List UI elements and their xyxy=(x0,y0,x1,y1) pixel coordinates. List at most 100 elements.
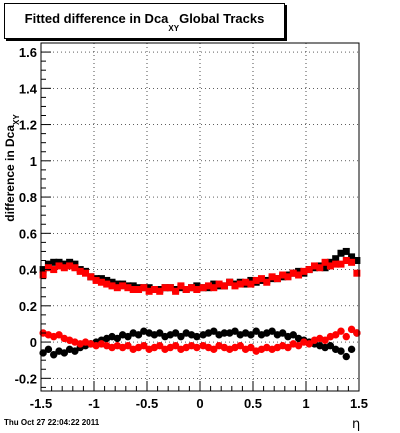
data-point-square xyxy=(295,267,303,275)
y-tick-label: 0.6 xyxy=(19,226,37,241)
data-point-square xyxy=(182,286,190,293)
data-point-square xyxy=(268,273,276,281)
data-point-square xyxy=(332,255,340,263)
x-tick-label: 1.5 xyxy=(350,396,368,411)
data-point-square xyxy=(129,282,137,290)
data-point-square xyxy=(71,260,79,268)
data-point-square xyxy=(337,249,345,257)
data-point-circle xyxy=(347,345,356,354)
data-point-circle xyxy=(236,341,244,350)
data-point-square xyxy=(337,260,345,268)
data-point-circle xyxy=(268,327,276,335)
data-point-square xyxy=(199,284,207,292)
data-point-square xyxy=(161,284,169,292)
data-point-circle xyxy=(342,332,350,341)
data-point-square xyxy=(113,280,121,288)
y-tick-label: 1 xyxy=(30,154,37,169)
x-tick-label: -1.5 xyxy=(30,396,52,411)
data-point-square xyxy=(55,258,63,266)
data-point-square xyxy=(257,275,265,283)
data-point-circle xyxy=(193,343,201,352)
data-point-square xyxy=(247,276,255,284)
data-point-circle xyxy=(71,347,79,355)
data-point-square xyxy=(87,273,95,281)
y-tick-label: 1.4 xyxy=(19,81,38,96)
data-point-circle xyxy=(134,331,143,339)
data-point-circle xyxy=(44,345,53,354)
x-tick-label: 1 xyxy=(302,396,309,411)
data-point-square xyxy=(188,284,196,292)
data-point-square xyxy=(44,264,52,272)
data-point-square xyxy=(263,278,271,286)
data-point-circle xyxy=(156,329,164,337)
data-point-circle xyxy=(171,341,180,350)
y-tick-label: 0.4 xyxy=(19,263,38,278)
data-point-square xyxy=(252,276,260,284)
data-point-square xyxy=(55,262,63,270)
timestamp: Thu Oct 27 22:04:22 2011 xyxy=(4,418,100,427)
x-tick-label: -0.5 xyxy=(136,396,158,411)
data-point-square xyxy=(353,257,361,264)
data-point-square xyxy=(113,284,121,292)
data-point-square xyxy=(348,258,356,266)
data-point-square xyxy=(226,278,234,286)
data-point-circle xyxy=(337,327,345,335)
data-point-square xyxy=(135,286,143,293)
data-point-square xyxy=(353,269,361,277)
chart-title-box: Fitted difference in DcaXYGlobal Tracks xyxy=(4,3,285,39)
data-point-square xyxy=(342,247,350,255)
data-point-square xyxy=(348,253,356,261)
data-point-square xyxy=(82,269,90,277)
data-point-square xyxy=(342,257,350,264)
y-axis-label-main: difference in Dca xyxy=(3,125,17,222)
y-tick-label: 0.2 xyxy=(19,299,37,314)
data-point-circle xyxy=(220,329,229,337)
data-point-circle xyxy=(294,341,303,350)
y-axis-label: difference in DcaXY xyxy=(3,114,21,222)
data-point-circle xyxy=(140,341,148,350)
data-point-square xyxy=(321,258,329,266)
chart-title-subscript: XY xyxy=(168,24,180,33)
data-point-square xyxy=(140,284,148,292)
chart-title: Fitted difference in DcaXYGlobal Tracks xyxy=(5,11,284,33)
y-tick-label: 1.6 xyxy=(19,45,37,60)
data-point-circle xyxy=(193,332,201,341)
data-point-circle xyxy=(210,345,218,354)
data-point-circle xyxy=(247,343,255,352)
data-point-square xyxy=(60,264,68,272)
data-point-square xyxy=(204,282,212,290)
data-point-square xyxy=(284,273,292,281)
data-point-square xyxy=(108,278,116,286)
data-point-circle xyxy=(284,343,292,352)
data-point-circle xyxy=(124,332,132,341)
data-point-square xyxy=(50,266,58,274)
y-tick-label: 1.2 xyxy=(19,118,37,133)
data-point-circle xyxy=(331,331,340,339)
data-point-square xyxy=(66,258,74,266)
data-point-circle xyxy=(210,327,218,335)
data-point-square xyxy=(172,287,180,295)
data-point-square xyxy=(129,286,137,293)
data-point-circle xyxy=(60,349,69,357)
data-point-square xyxy=(310,262,318,270)
data-point-circle xyxy=(326,341,335,350)
data-point-circle xyxy=(171,329,180,337)
data-point-circle xyxy=(305,340,313,348)
data-point-circle xyxy=(50,351,58,359)
data-point-circle xyxy=(124,341,132,350)
data-point-square xyxy=(289,269,297,277)
data-point-circle xyxy=(247,331,255,339)
data-point-square xyxy=(273,275,281,283)
data-point-square xyxy=(145,284,153,292)
data-point-square xyxy=(103,276,111,284)
data-point-circle xyxy=(231,327,239,335)
data-point-square xyxy=(177,282,185,290)
data-point-square xyxy=(124,284,132,292)
data-point-square xyxy=(279,271,287,279)
data-point-square xyxy=(215,280,223,288)
data-point-square xyxy=(220,282,228,290)
y-tick-label: -0.2 xyxy=(15,371,37,386)
data-point-square xyxy=(295,271,303,279)
data-point-circle xyxy=(177,332,185,341)
